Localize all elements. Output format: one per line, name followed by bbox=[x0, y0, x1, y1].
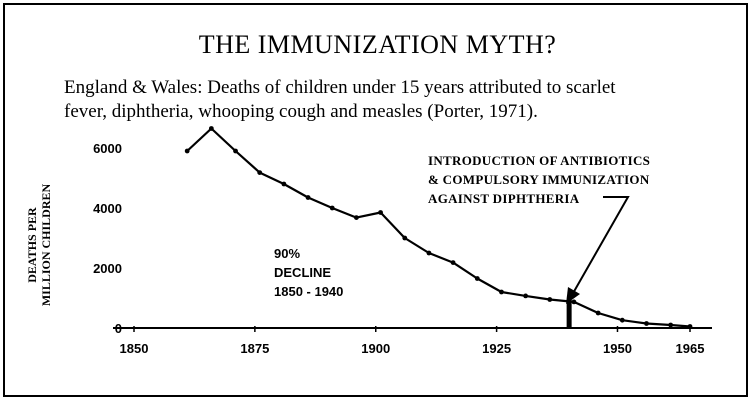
y-tick-label: 2000 bbox=[93, 261, 122, 276]
data-point bbox=[499, 289, 504, 295]
data-point bbox=[619, 317, 625, 323]
data-point bbox=[184, 148, 190, 154]
data-point bbox=[305, 195, 311, 200]
data-point bbox=[687, 324, 693, 329]
intro-annotation: INTRODUCTION OF ANTIBIOTICS bbox=[428, 153, 650, 168]
intro-annotation: AGAINST DIPHTHERIA bbox=[428, 191, 580, 206]
data-point bbox=[208, 126, 214, 131]
intro-arrow-line bbox=[571, 196, 630, 296]
y-axis-label: DEATHS PER bbox=[25, 207, 39, 283]
x-tick-label: 1925 bbox=[482, 341, 511, 356]
x-tick-label: 1900 bbox=[361, 341, 390, 356]
data-point bbox=[450, 260, 456, 265]
data-point bbox=[547, 297, 553, 302]
decline-annotation: 1850 - 1940 bbox=[274, 284, 343, 299]
data-point bbox=[281, 181, 287, 187]
intro-annotation: & COMPULSORY IMMUNIZATION bbox=[428, 172, 650, 187]
x-tick-label: 1965 bbox=[676, 341, 705, 356]
chart-title: THE IMMUNIZATION MYTH? bbox=[198, 30, 557, 59]
chart-subtitle: England & Wales: Deaths of children unde… bbox=[64, 76, 704, 124]
data-point bbox=[233, 148, 238, 154]
data-point bbox=[571, 299, 577, 305]
data-point bbox=[378, 210, 383, 215]
data-point bbox=[354, 215, 359, 221]
y-tick-label: 4000 bbox=[93, 201, 122, 216]
intro-arrow-head bbox=[566, 287, 580, 304]
data-point bbox=[402, 235, 408, 241]
data-point bbox=[595, 310, 601, 316]
decline-annotation: 90% bbox=[274, 246, 300, 261]
y-axis-label: MILLION CHILDREN bbox=[39, 183, 53, 306]
x-tick-label: 1950 bbox=[603, 341, 632, 356]
data-point bbox=[523, 293, 529, 299]
data-point bbox=[426, 250, 432, 256]
series bbox=[184, 126, 693, 329]
decline-annotation: DECLINE bbox=[274, 265, 331, 280]
intro-marker-bar bbox=[566, 299, 572, 328]
series-line bbox=[186, 127, 691, 328]
data-point bbox=[257, 170, 263, 176]
subtitle-line-2: fever, diphtheria, whooping cough and me… bbox=[64, 101, 538, 122]
x-tick-label: 1850 bbox=[120, 341, 149, 356]
y-tick-label: 6000 bbox=[93, 141, 122, 156]
x-tick-label: 1875 bbox=[240, 341, 269, 356]
axes bbox=[113, 326, 712, 332]
y-tick-label: 0 bbox=[115, 321, 122, 336]
data-point bbox=[329, 205, 335, 211]
annotations: 90% DECLINE 1850 - 1940 INTRODUCTION OF ANT… bbox=[274, 153, 650, 328]
data-point bbox=[668, 322, 674, 328]
data-point bbox=[474, 276, 480, 281]
subtitle-line-1: England & Wales: Deaths of children unde… bbox=[64, 77, 616, 98]
data-point bbox=[644, 321, 649, 326]
tick-labels: 1850 1875 1900 1925 1950 1965 0 2000 4000 6000 DEA… bbox=[25, 141, 704, 356]
